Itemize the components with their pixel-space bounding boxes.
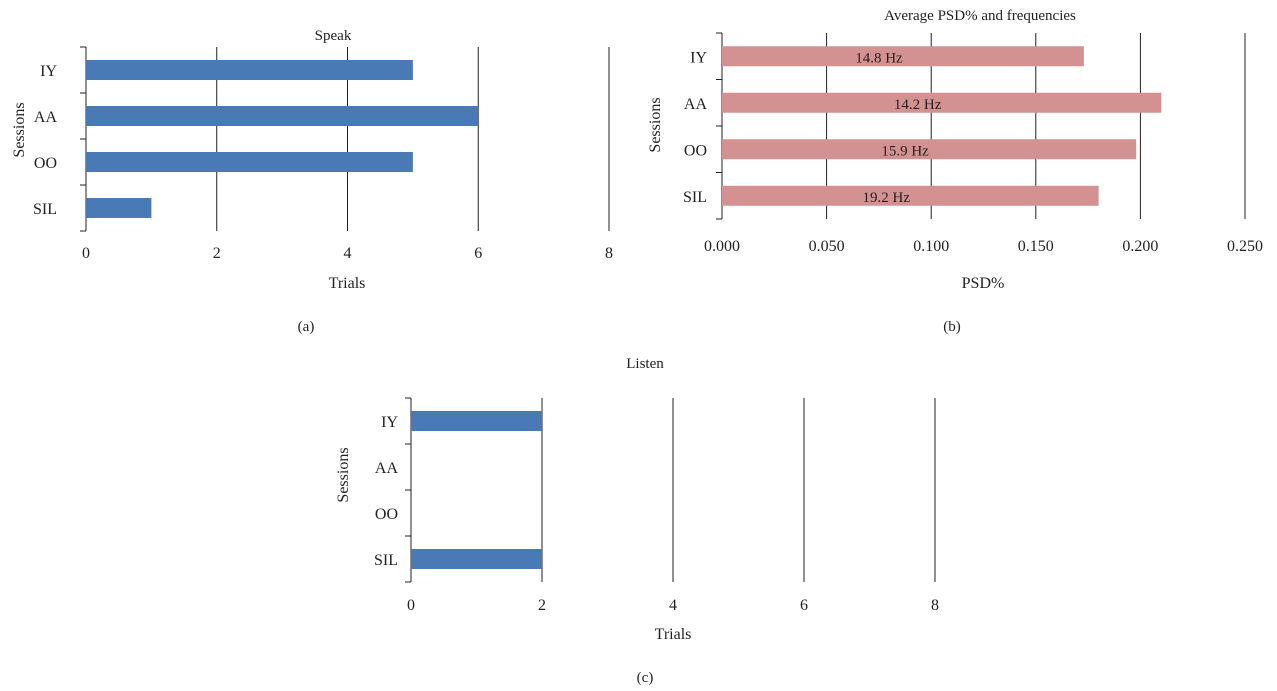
category-label: AA xyxy=(34,109,58,126)
x-tick-label: 0.200 xyxy=(1122,238,1158,255)
category-label: OO xyxy=(684,142,707,159)
data-label: 14.8 Hz xyxy=(855,50,903,66)
category-label: OO xyxy=(34,155,57,172)
x-tick-label: 8 xyxy=(605,245,613,262)
x-tick-label: 4 xyxy=(669,597,677,614)
bar xyxy=(86,60,413,80)
category-label: OO xyxy=(375,506,398,523)
panel-label: (b) xyxy=(943,319,961,335)
x-tick-label: 6 xyxy=(474,245,482,262)
bar xyxy=(722,46,1084,67)
panel-label: (a) xyxy=(298,319,315,335)
y-axis-label: Sessions xyxy=(335,447,352,502)
category-label: IY xyxy=(381,414,398,431)
category-label: AA xyxy=(684,96,708,113)
category-label: SIL xyxy=(374,552,398,569)
category-label: IY xyxy=(690,49,707,66)
chart-title: Speak xyxy=(315,28,352,44)
panel-label: (c) xyxy=(637,670,654,686)
x-tick-label: 0.250 xyxy=(1227,238,1263,255)
x-tick-label: 0.000 xyxy=(704,238,740,255)
chart-listen: Listen Sessions Trials (c) 0 2 4 6 8 IY AA OO SI… xyxy=(335,356,939,686)
chart-average-psd: Average PSD% and frequencies Sessions PS… xyxy=(647,8,1263,335)
category-label: SIL xyxy=(33,201,57,218)
x-tick-label: 8 xyxy=(931,597,939,614)
x-axis-label: PSD% xyxy=(962,275,1005,292)
y-axis-label: Sessions xyxy=(647,97,664,152)
x-axis-label: Trials xyxy=(655,626,692,643)
category-label: AA xyxy=(375,460,399,477)
bar xyxy=(86,106,479,126)
x-tick-label: 0 xyxy=(407,597,415,614)
category-label: IY xyxy=(40,63,57,80)
x-tick-label: 2 xyxy=(213,245,221,262)
bar xyxy=(411,549,542,569)
data-label: 15.9 Hz xyxy=(881,143,929,159)
chart-title: Average PSD% and frequencies xyxy=(884,8,1076,24)
category-label: SIL xyxy=(683,189,707,206)
y-axis-label: Sessions xyxy=(11,102,28,157)
x-tick-label: 4 xyxy=(344,245,352,262)
bar xyxy=(86,152,413,172)
x-tick-label: 2 xyxy=(538,597,546,614)
bar xyxy=(722,92,1162,113)
bar xyxy=(722,185,1099,206)
x-tick-label: 0.100 xyxy=(913,238,949,255)
data-label: 19.2 Hz xyxy=(863,190,911,206)
bar xyxy=(86,198,152,218)
chart-title: Listen xyxy=(626,356,664,372)
bar xyxy=(411,411,542,431)
x-tick-label: 0 xyxy=(82,245,90,262)
bar xyxy=(722,139,1137,160)
x-axis-label: Trials xyxy=(329,275,366,292)
chart-speak: Speak Sessions Trials (a) 0 2 4 6 8 IY AA OO SIL xyxy=(11,28,613,335)
x-tick-label: 6 xyxy=(800,597,808,614)
x-tick-label: 0.050 xyxy=(809,238,845,255)
data-label: 14.2 Hz xyxy=(894,97,942,113)
x-tick-label: 0.150 xyxy=(1018,238,1054,255)
